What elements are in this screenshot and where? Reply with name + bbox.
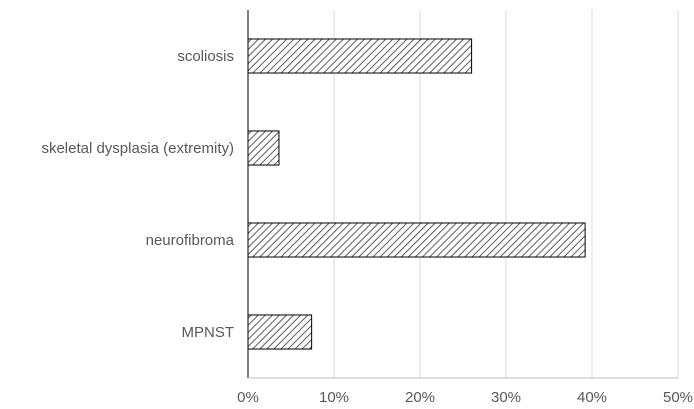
bar — [247, 38, 473, 74]
x-tick-label: 30% — [491, 389, 521, 406]
x-tick-label: 10% — [319, 389, 349, 406]
axes — [247, 10, 678, 379]
x-tick-label: 50% — [663, 389, 693, 406]
bars — [247, 38, 586, 350]
bar — [247, 222, 586, 258]
labels: 0% 10% 20% 30% 40% 50% scoliosis skeletal dyspl… — [41, 48, 693, 406]
x-tick-label: 0% — [237, 389, 259, 406]
category-label: neurofibroma — [146, 232, 235, 249]
category-label: scoliosis — [177, 48, 234, 65]
bar — [247, 130, 280, 166]
category-label: MPNST — [182, 324, 235, 341]
category-label: skeletal dysplasia (extremity) — [41, 140, 234, 157]
bar — [247, 314, 313, 350]
x-tick-label: 20% — [405, 389, 435, 406]
x-tick-label: 40% — [577, 389, 607, 406]
